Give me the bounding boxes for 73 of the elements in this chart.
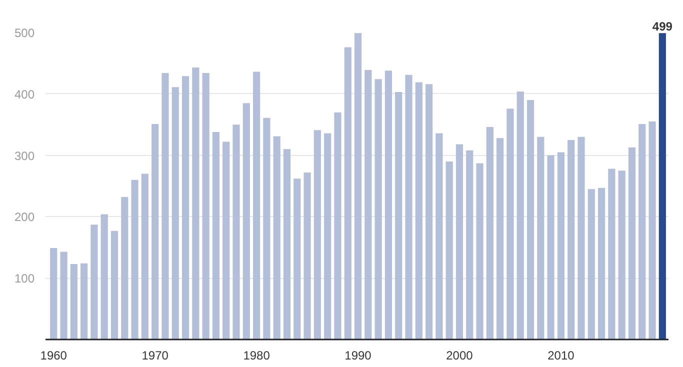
bar bbox=[314, 130, 321, 340]
bar bbox=[304, 172, 311, 340]
bar bbox=[608, 168, 616, 340]
data-label: 499 bbox=[652, 20, 673, 34]
bar bbox=[50, 248, 58, 340]
bar bbox=[364, 70, 372, 340]
bar bbox=[232, 124, 240, 340]
bar bbox=[496, 138, 504, 340]
bar bbox=[466, 150, 474, 340]
bar bbox=[253, 72, 260, 340]
x-tick-label: 1990 bbox=[344, 348, 372, 362]
bar bbox=[212, 132, 220, 340]
bar bbox=[476, 163, 484, 340]
y-tick-label: 300 bbox=[14, 148, 35, 163]
bar bbox=[658, 33, 666, 340]
bar bbox=[294, 178, 301, 340]
bar bbox=[334, 112, 342, 340]
bar bbox=[100, 214, 108, 340]
y-tick-label: 100 bbox=[14, 272, 35, 286]
x-tick-label: 1980 bbox=[243, 348, 270, 362]
bar bbox=[598, 188, 606, 340]
bar bbox=[131, 180, 138, 340]
bar bbox=[395, 92, 402, 340]
bar bbox=[648, 122, 656, 340]
bar bbox=[110, 230, 118, 340]
bar bbox=[344, 47, 352, 340]
bar bbox=[141, 174, 148, 340]
bar bbox=[324, 133, 332, 340]
bar bbox=[60, 252, 68, 340]
bar bbox=[121, 197, 128, 340]
bar bbox=[90, 224, 98, 340]
bar bbox=[172, 87, 179, 340]
bar bbox=[405, 74, 412, 340]
bar bbox=[425, 84, 433, 340]
bar bbox=[506, 108, 514, 340]
bar bbox=[557, 152, 564, 340]
bar bbox=[162, 73, 169, 340]
bar bbox=[192, 68, 200, 340]
bar bbox=[618, 170, 626, 340]
bar bbox=[526, 100, 534, 340]
bar bbox=[283, 149, 291, 340]
bar bbox=[578, 136, 585, 340]
x-tick-label: 1970 bbox=[142, 348, 169, 362]
bar bbox=[354, 33, 362, 340]
bar bbox=[374, 79, 382, 340]
bar bbox=[415, 82, 422, 340]
bar bbox=[80, 263, 88, 340]
bar bbox=[628, 147, 636, 340]
y-tick-label: 400 bbox=[14, 87, 35, 102]
bar bbox=[588, 189, 595, 340]
bar bbox=[446, 161, 453, 340]
bar bbox=[456, 144, 464, 340]
bar bbox=[638, 124, 646, 340]
bar bbox=[568, 140, 575, 340]
x-tick-label: 1960 bbox=[40, 348, 68, 362]
y-tick-label: 200 bbox=[14, 210, 35, 224]
bar bbox=[263, 118, 270, 340]
bar bbox=[152, 124, 159, 340]
bar bbox=[547, 155, 554, 340]
bar bbox=[242, 103, 250, 340]
bar bbox=[516, 91, 524, 340]
x-tick-label: 2010 bbox=[548, 348, 575, 362]
x-tick-label: 2000 bbox=[446, 348, 474, 362]
bar bbox=[486, 127, 494, 340]
bar bbox=[202, 73, 210, 340]
bar bbox=[182, 76, 190, 340]
bar bbox=[70, 264, 78, 340]
y-tick-label: 500 bbox=[14, 26, 35, 40]
bar bbox=[537, 136, 544, 340]
bar bbox=[384, 70, 392, 340]
bar bbox=[222, 142, 230, 340]
bar bbox=[273, 136, 280, 340]
bar bbox=[436, 133, 443, 340]
